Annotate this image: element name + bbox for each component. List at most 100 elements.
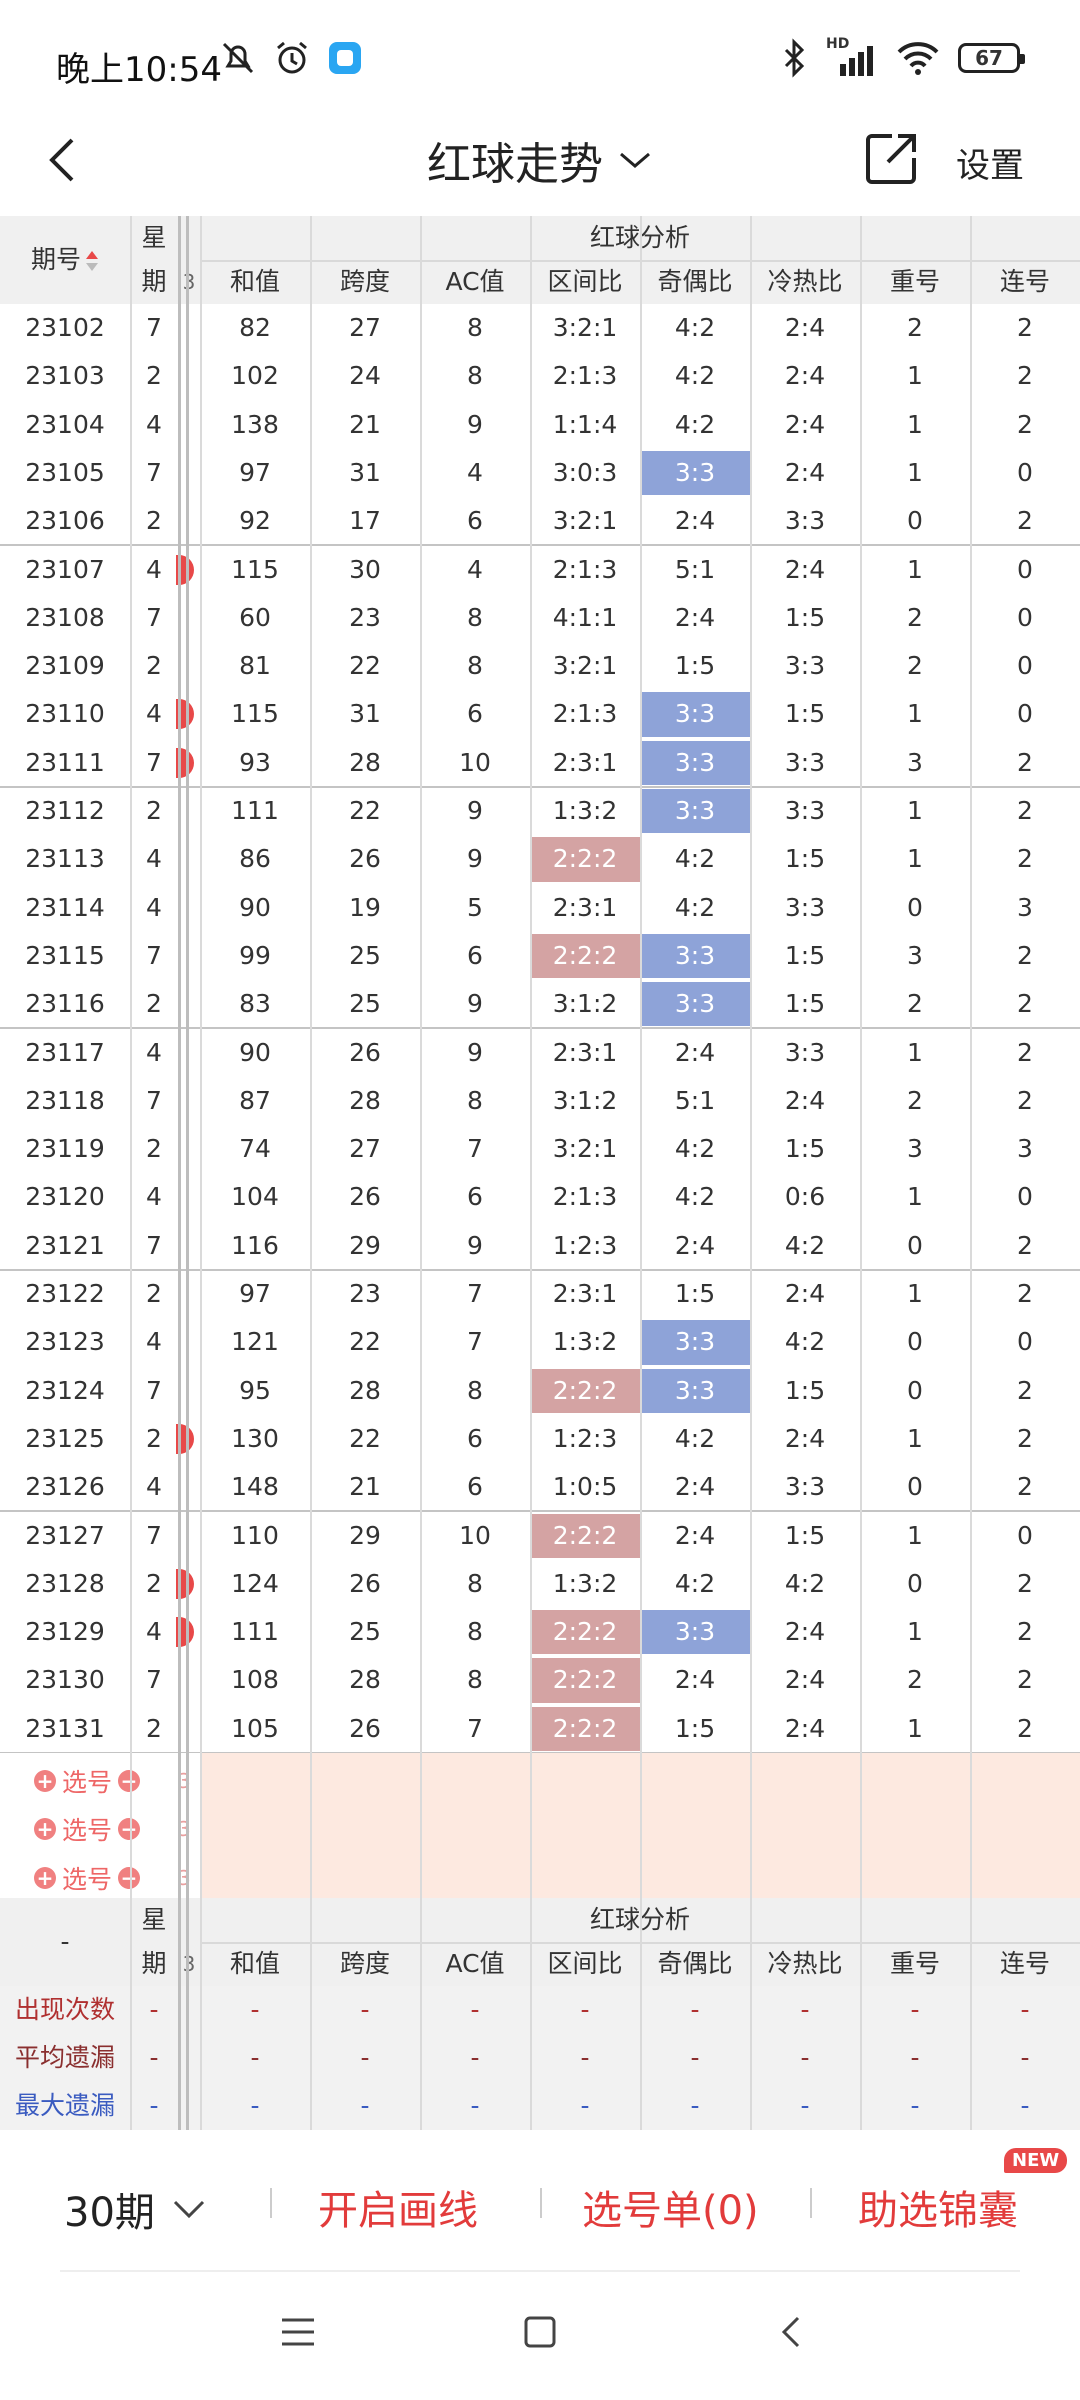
stats-label: 最大遗漏 bbox=[14, 2090, 115, 2120]
home-icon[interactable] bbox=[522, 2314, 558, 2350]
period-header-cell[interactable]: 期号 bbox=[0, 216, 130, 304]
table-row[interactable]: 23120 4 104 26 6 2:1:3 4:2 0:6 1 0 bbox=[0, 1173, 1080, 1221]
value-cell: 116 bbox=[231, 1230, 279, 1260]
period-cell: 23106 bbox=[25, 506, 105, 536]
value-cell: 17 bbox=[349, 506, 381, 536]
table-row[interactable]: 23130 7 108 28 8 2:2:2 2:4 2:4 2 2 bbox=[0, 1656, 1080, 1704]
minus-icon[interactable]: − bbox=[118, 1818, 141, 1841]
column-header: 连号 bbox=[999, 1948, 1050, 1978]
table-row[interactable]: 23114 4 90 19 5 2:3:1 4:2 3:3 0 3 bbox=[0, 884, 1080, 932]
value-cell: 102 bbox=[231, 361, 279, 391]
week-cell: 7 bbox=[146, 1375, 162, 1405]
table-row[interactable]: 23116 2 83 25 9 3:1:2 3:3 1:5 2 2 bbox=[0, 980, 1080, 1030]
value-cell: 25 bbox=[349, 989, 381, 1019]
value-cell: 0 bbox=[907, 1230, 923, 1260]
table-row[interactable]: 23125 2 130 22 6 1:2:3 4:2 2:4 1 2 bbox=[0, 1415, 1080, 1463]
table-row[interactable]: 23131 2 105 26 7 2:2:2 1:5 2:4 1 2 bbox=[0, 1705, 1080, 1754]
value-cell: 3:2:1 bbox=[552, 651, 618, 681]
stats-value: - bbox=[690, 2090, 700, 2120]
table-row[interactable]: 23105 7 97 31 4 3:0:3 3:3 2:4 1 0 bbox=[0, 449, 1080, 497]
period-select[interactable]: 30期 bbox=[64, 2180, 207, 2238]
table-row[interactable]: 23122 2 97 23 7 2:3:1 1:5 2:4 1 2 bbox=[0, 1270, 1080, 1318]
table-row[interactable]: 23104 4 138 21 9 1:1:4 4:2 2:4 1 2 bbox=[0, 401, 1080, 449]
week-cell: 4 bbox=[146, 1037, 162, 1067]
value-cell: 97 bbox=[239, 457, 271, 487]
value-cell: 87 bbox=[239, 1085, 271, 1115]
value-cell: 2:3:1 bbox=[552, 747, 618, 777]
pick-list-button[interactable]: 选号单(0) bbox=[582, 2188, 759, 2234]
table-row[interactable]: 23102 7 82 27 8 3:2:1 4:2 2:4 2 2 bbox=[0, 304, 1080, 352]
menu-icon[interactable] bbox=[278, 2314, 318, 2350]
assist-tips-button[interactable]: 助选锦囊 bbox=[858, 2188, 1018, 2234]
stats-header-dash: - bbox=[60, 1926, 70, 1956]
table-row[interactable]: 23111 7 93 28 10 2:3:1 3:3 3:3 3 2 bbox=[0, 739, 1080, 788]
value-cell: 2 bbox=[907, 602, 923, 632]
value-cell: 27 bbox=[349, 1134, 381, 1164]
table-row[interactable]: 23113 4 86 26 9 2:2:2 4:2 1:5 1 2 bbox=[0, 835, 1080, 883]
value-cell: 2 bbox=[1017, 1617, 1033, 1647]
minus-icon[interactable]: − bbox=[118, 1770, 141, 1792]
period-cell: 23116 bbox=[25, 989, 105, 1019]
period-cell: 23112 bbox=[25, 796, 105, 825]
stats-value: - bbox=[149, 1994, 159, 2024]
value-cell: 86 bbox=[239, 844, 271, 874]
table-row[interactable]: 23108 7 60 23 8 4:1:1 2:4 1:5 2 0 bbox=[0, 594, 1080, 642]
column-header: 冷热比 bbox=[767, 267, 843, 296]
value-cell: 60 bbox=[239, 602, 271, 632]
table-row[interactable]: 23127 7 110 29 10 2:2:2 2:4 1:5 1 0 bbox=[0, 1512, 1080, 1560]
table-row[interactable]: 23106 2 92 17 6 3:2:1 2:4 3:3 0 2 bbox=[0, 497, 1080, 547]
period-cell: 23105 bbox=[25, 457, 105, 487]
value-cell: 1:5 bbox=[674, 651, 716, 681]
stats-value: - bbox=[470, 2090, 480, 2120]
signal-icon: HD bbox=[826, 36, 878, 76]
value-cell: 9 bbox=[467, 1037, 483, 1067]
back-nav-icon[interactable] bbox=[776, 2314, 806, 2350]
pick-row[interactable]: + 选号 −3 bbox=[34, 1811, 191, 1847]
value-cell: 2:2:2 bbox=[530, 837, 640, 882]
table-row[interactable]: 23115 7 99 25 6 2:2:2 3:3 1:5 3 2 bbox=[0, 932, 1080, 980]
value-cell: 29 bbox=[349, 1230, 381, 1260]
back-arrow-icon[interactable] bbox=[36, 130, 96, 190]
value-cell: 2 bbox=[1017, 1230, 1033, 1260]
stats-header: - 星期3红球分析和值 跨度 AC值 区间比 奇偶比 冷热比 重号 连号 bbox=[0, 1897, 1080, 1986]
table-row[interactable]: 23129 4 111 25 8 2:2:2 3:3 2:4 1 2 bbox=[0, 1608, 1080, 1656]
table-row[interactable]: 23124 7 95 28 8 2:2:2 3:3 1:5 0 2 bbox=[0, 1367, 1080, 1415]
table-row[interactable]: 23123 4 121 22 7 1:3:2 3:3 4:2 0 0 bbox=[0, 1318, 1080, 1366]
pick-row[interactable]: + 选号 −3 bbox=[34, 1860, 191, 1896]
table-row[interactable]: 23128 2 124 26 8 1:3:2 4:2 4:2 0 2 bbox=[0, 1560, 1080, 1608]
plus-icon[interactable]: + bbox=[34, 1770, 56, 1792]
value-cell: 2:3:1 bbox=[552, 1279, 618, 1308]
value-cell: 3:3 bbox=[784, 651, 826, 681]
pick-row[interactable]: + 选号 −3 bbox=[34, 1763, 191, 1799]
value-cell: 4:2 bbox=[674, 1134, 716, 1164]
share-icon[interactable] bbox=[862, 130, 920, 188]
settings-link[interactable]: 设置 bbox=[956, 146, 1024, 186]
value-cell: 2 bbox=[1017, 1472, 1033, 1502]
sort-icon[interactable] bbox=[81, 245, 99, 274]
stats-value: - bbox=[690, 1994, 700, 2024]
table-row[interactable]: 23119 2 74 27 7 3:2:1 4:2 1:5 3 3 bbox=[0, 1125, 1080, 1173]
value-cell: 2 bbox=[1017, 1279, 1033, 1308]
stats-value: - bbox=[250, 2042, 260, 2072]
table-row[interactable]: 23118 7 87 28 8 3:1:2 5:1 2:4 2 2 bbox=[0, 1077, 1080, 1125]
table-row[interactable]: 23110 4 115 31 6 2:1:3 3:3 1:5 1 0 bbox=[0, 690, 1080, 738]
column-header: AC值 bbox=[445, 267, 505, 296]
table-row[interactable]: 23112 2 111 22 9 1:3:2 3:3 3:3 1 2 bbox=[0, 787, 1080, 835]
status-icons-left bbox=[218, 38, 364, 78]
stats-value: - bbox=[250, 2090, 260, 2120]
table-row[interactable]: 23121 7 116 29 9 1:2:3 2:4 4:2 0 2 bbox=[0, 1222, 1080, 1271]
value-cell: 3:1:2 bbox=[552, 1085, 618, 1115]
plus-icon[interactable]: + bbox=[34, 1818, 56, 1841]
table-row[interactable]: 23117 4 90 26 9 2:3:1 2:4 3:3 1 2 bbox=[0, 1029, 1080, 1077]
minus-icon[interactable]: − bbox=[118, 1866, 141, 1889]
draw-line-button[interactable]: 开启画线 bbox=[318, 2188, 478, 2234]
table-row[interactable]: 23107 4 115 30 4 2:1:3 5:1 2:4 1 0 bbox=[0, 546, 1080, 594]
table-row[interactable]: 23126 4 148 21 6 1:0:5 2:4 3:3 0 2 bbox=[0, 1463, 1080, 1513]
value-cell: 111 bbox=[231, 796, 279, 825]
value-cell: 81 bbox=[239, 651, 271, 681]
column-header: 区间比 bbox=[547, 267, 623, 296]
page-title-wrap[interactable]: 红球走势 bbox=[0, 128, 1080, 192]
table-row[interactable]: 23109 2 81 22 8 3:2:1 1:5 3:3 2 0 bbox=[0, 642, 1080, 690]
plus-icon[interactable]: + bbox=[34, 1866, 56, 1889]
table-row[interactable]: 23103 2 102 24 8 2:1:3 4:2 2:4 1 2 bbox=[0, 352, 1080, 400]
